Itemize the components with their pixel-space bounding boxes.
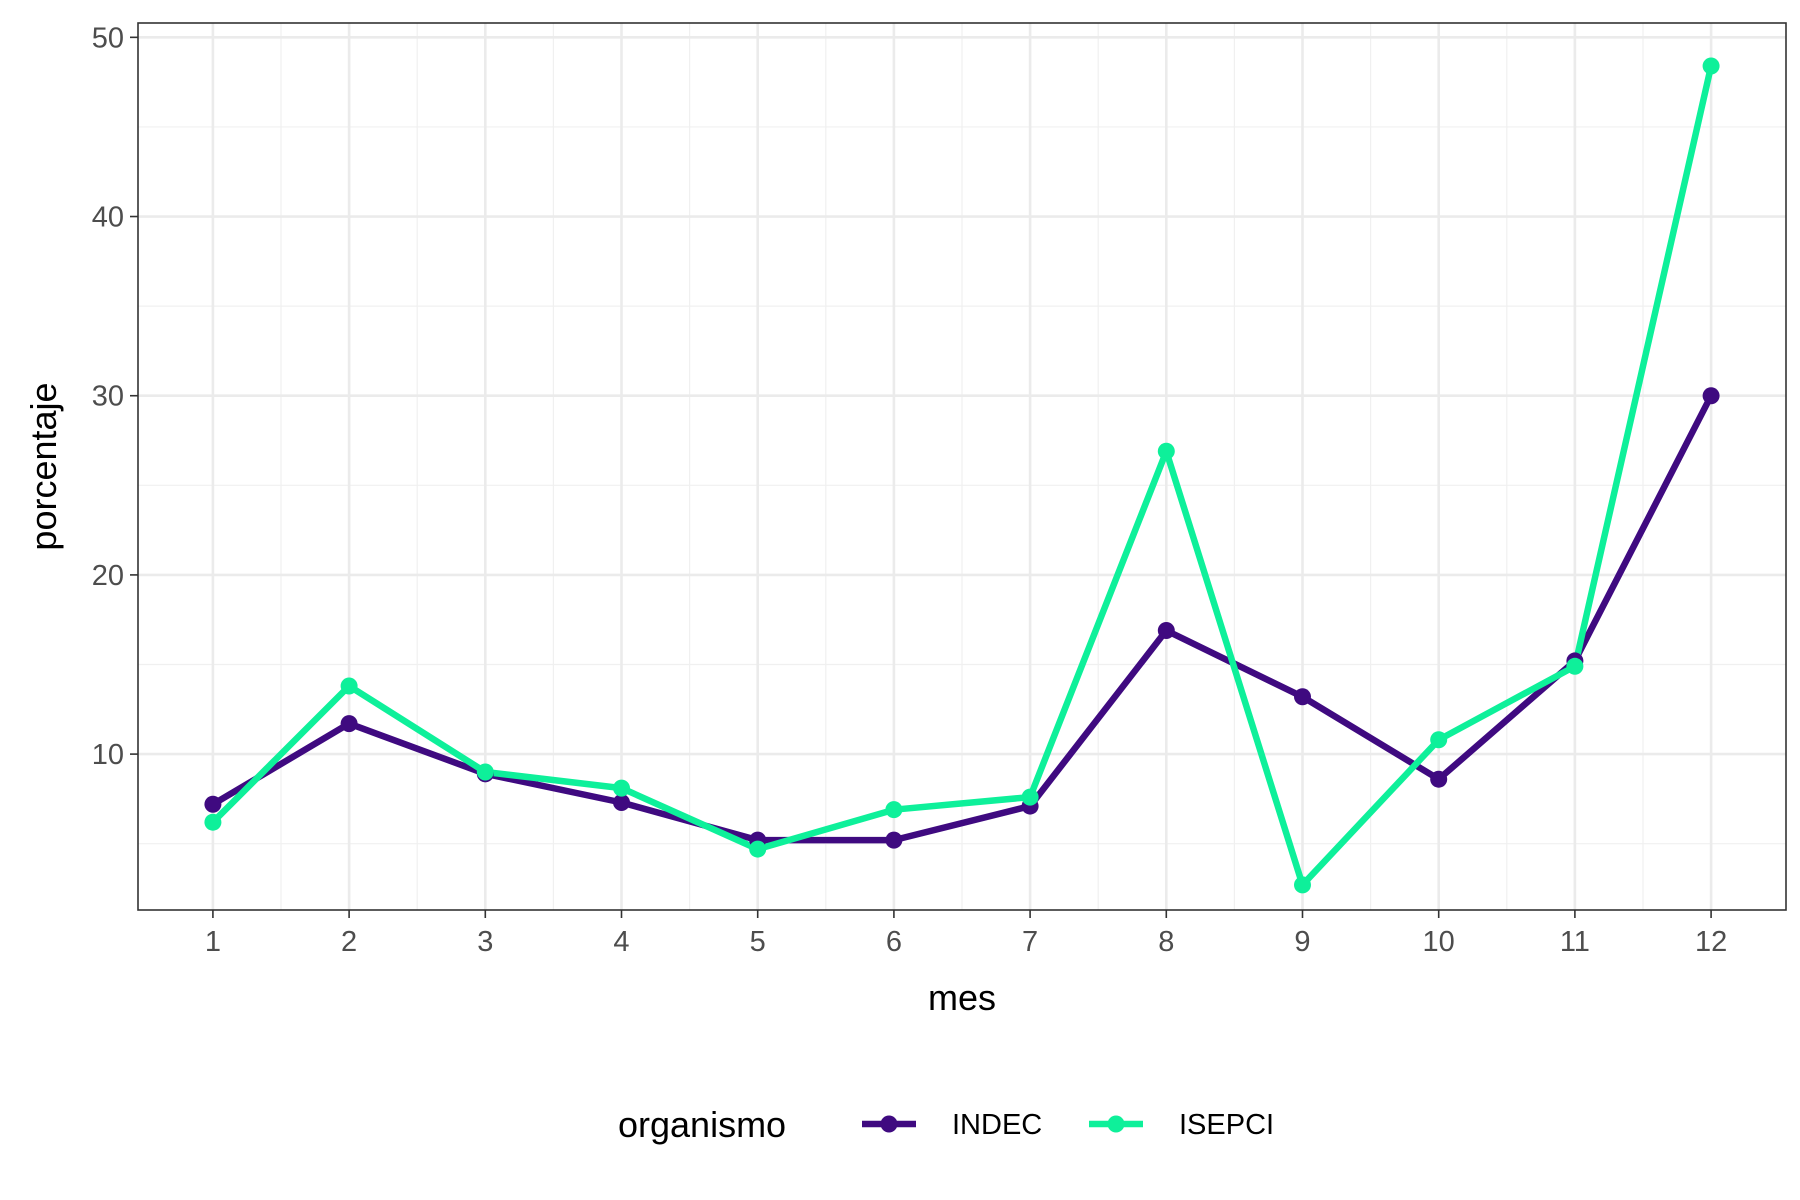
x-tick-label: 3 xyxy=(477,926,493,958)
x-tick-label: 1 xyxy=(205,926,221,958)
data-point-indec xyxy=(885,831,903,849)
data-point-indec xyxy=(1702,387,1720,405)
y-axis-title: porcentaje xyxy=(23,382,64,550)
x-tick-label: 12 xyxy=(1695,926,1727,958)
series-layer xyxy=(204,57,1720,894)
y-tick-label: 20 xyxy=(92,560,124,592)
legend-title: organismo xyxy=(618,1104,786,1145)
legend-label-isepci: ISEPCI xyxy=(1179,1109,1274,1141)
data-point-isepci xyxy=(1566,657,1584,675)
x-axis: 1 2 3 4 5 6 7 8 9 10 11 12 xyxy=(205,910,1727,958)
series-line-isepci xyxy=(210,65,1715,889)
x-tick-label: 6 xyxy=(886,926,902,958)
data-point-isepci xyxy=(749,840,767,858)
y-tick-label: 30 xyxy=(92,381,124,413)
data-point-isepci xyxy=(613,779,631,797)
series-line-indec xyxy=(211,394,1714,844)
legend-label-indec: INDEC xyxy=(952,1109,1042,1141)
data-point-isepci xyxy=(476,763,494,781)
data-point-isepci xyxy=(1702,57,1720,75)
y-tick-label: 40 xyxy=(92,202,124,234)
x-tick-label: 4 xyxy=(613,926,629,958)
x-axis-title: mes xyxy=(928,977,996,1018)
legend-key-point xyxy=(880,1115,898,1133)
data-point-indec xyxy=(1430,770,1448,788)
data-point-indec xyxy=(204,795,222,813)
y-axis: 10 20 30 40 50 xyxy=(92,22,138,771)
x-tick-label: 2 xyxy=(341,926,357,958)
data-point-isepci xyxy=(1430,731,1448,749)
data-point-indec xyxy=(1157,621,1175,639)
panel-border xyxy=(137,22,1787,911)
x-tick-label: 11 xyxy=(1560,926,1590,958)
x-tick-label: 7 xyxy=(1022,926,1038,958)
x-tick-label: 8 xyxy=(1158,926,1174,958)
data-point-isepci xyxy=(885,801,903,819)
data-point-indec xyxy=(613,793,631,811)
data-point-isepci xyxy=(1293,876,1311,894)
grid-major xyxy=(138,23,1786,910)
x-tick-label: 5 xyxy=(750,926,766,958)
grid-minor xyxy=(138,23,1786,910)
y-tick-label: 50 xyxy=(92,22,124,54)
x-tick-label: 9 xyxy=(1294,926,1310,958)
legend-key-point xyxy=(1107,1115,1125,1133)
x-tick-label: 10 xyxy=(1423,926,1455,958)
data-point-indec xyxy=(1293,688,1311,706)
y-tick-label: 10 xyxy=(92,739,124,771)
data-point-isepci xyxy=(204,813,222,831)
data-point-isepci xyxy=(1157,442,1175,460)
legend: organismo INDEC ISEPCI xyxy=(618,1104,1274,1145)
data-point-isepci xyxy=(340,677,358,695)
data-point-indec xyxy=(340,715,358,733)
data-point-isepci xyxy=(1021,788,1039,806)
